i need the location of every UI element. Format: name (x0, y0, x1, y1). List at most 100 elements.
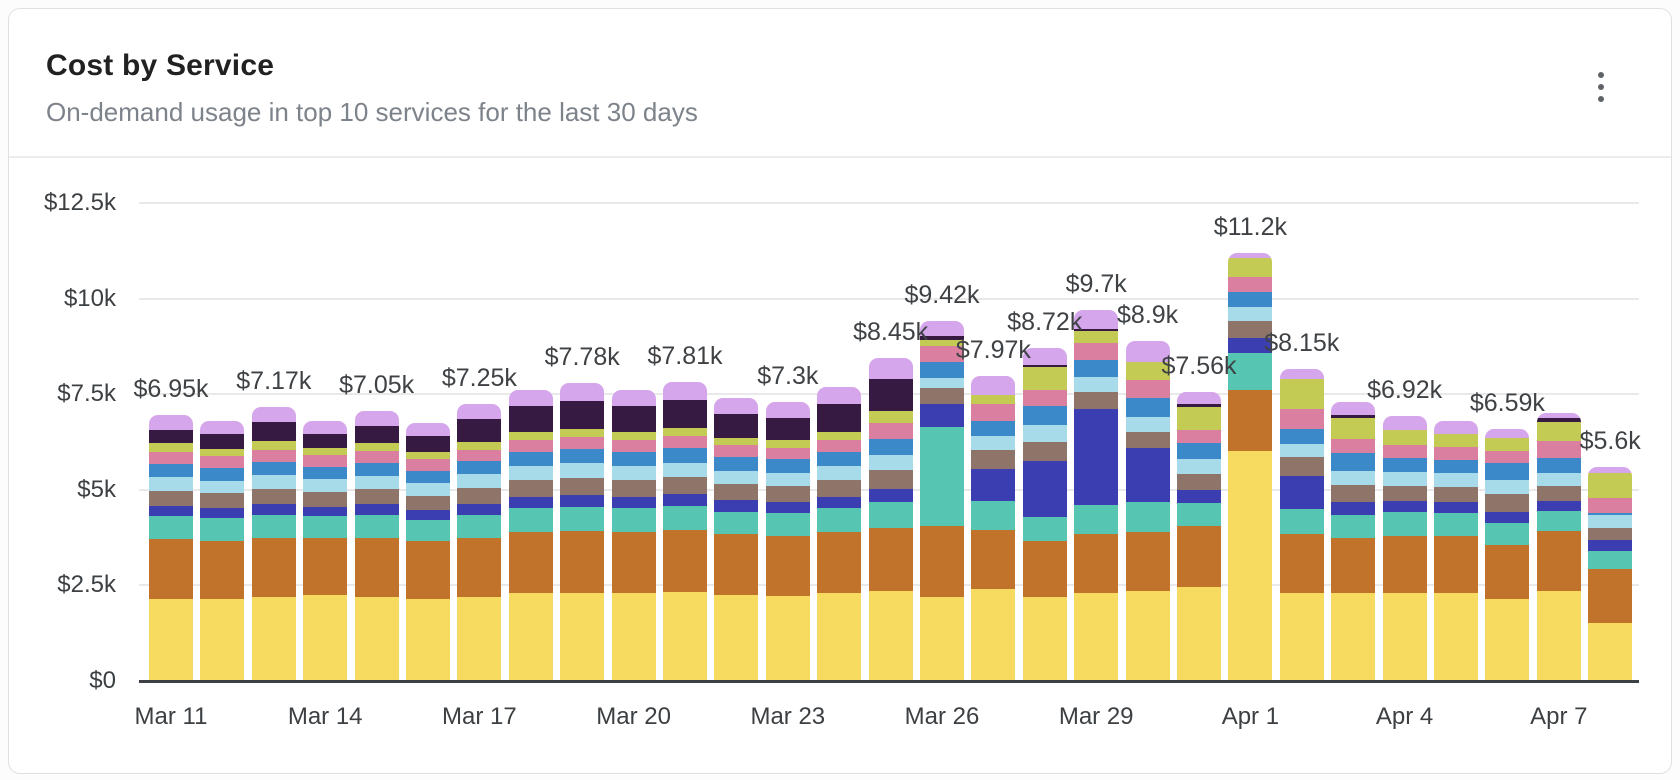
bar-segment-service-taupe (1228, 320, 1273, 338)
bar-segment-service-orange (1125, 531, 1170, 592)
bar-segment-service-dark-purple (303, 434, 348, 448)
bar-group[interactable] (765, 401, 810, 681)
bar-group[interactable] (611, 390, 656, 681)
bar-segment-service-orange (611, 531, 656, 593)
bar-segment-service-lavender (920, 320, 964, 336)
bar-segment-service-orange (714, 534, 759, 595)
bar-segment-service-teal (971, 501, 1016, 530)
bar-segment-service-orange (457, 537, 502, 597)
bar-segment-service-pink (1485, 451, 1530, 463)
bar-group[interactable] (1279, 369, 1324, 681)
bar-segment-service-taupe (714, 484, 759, 501)
bar-segment-service-indigo (1074, 409, 1119, 506)
bar-segment-service-light-blue (457, 474, 502, 488)
y-axis-tick-label: $10k (63, 284, 116, 312)
bar-segment-service-taupe (457, 487, 502, 504)
bar-group[interactable] (1588, 466, 1633, 681)
bar-segment-service-pink (1177, 429, 1221, 444)
bar-group[interactable] (663, 382, 707, 681)
bar-group[interactable] (303, 420, 348, 681)
bar-segment-service-teal (1588, 550, 1633, 569)
bar-group[interactable] (1485, 428, 1530, 681)
bar-segment-service-light-blue (1074, 376, 1119, 393)
bar-value-label: $7.25k (441, 363, 517, 392)
bar-group[interactable] (560, 383, 605, 681)
bar-segment-service-yellow (920, 596, 964, 681)
bar-segment-service-blue (714, 457, 759, 471)
bar-segment-service-teal (560, 506, 605, 532)
y-axis-tick-label: $0 (89, 667, 116, 694)
bar-segment-service-yellow (149, 598, 193, 681)
bar-group[interactable] (251, 406, 296, 681)
bar-segment-service-pink (1382, 445, 1427, 459)
bar-segment-service-blue (406, 470, 450, 484)
bar-segment-service-taupe (251, 488, 296, 504)
bar-group[interactable] (200, 420, 245, 681)
bar-segment-service-orange (817, 531, 862, 593)
more-options-button[interactable] (1577, 61, 1625, 113)
bar-value-label: $7.78k (544, 343, 620, 372)
bar-value-label: $6.59k (1469, 388, 1545, 417)
bar-group[interactable] (457, 403, 502, 681)
bar-segment-service-yellow (406, 598, 450, 681)
bar-segment-service-orange (200, 541, 245, 599)
bar-segment-service-lavender (457, 403, 502, 420)
bar-segment-service-taupe (1279, 457, 1324, 477)
bar-segment-service-orange (149, 539, 193, 599)
bar-value-label: $6.95k (133, 375, 209, 404)
bar-segment-service-blue (1382, 458, 1427, 473)
bar-group[interactable] (149, 415, 193, 681)
bar-segment-service-indigo (1485, 511, 1530, 523)
bar-group[interactable] (1022, 347, 1067, 681)
bar-group[interactable] (1177, 391, 1221, 681)
bar-group[interactable] (1228, 252, 1273, 681)
bar-group[interactable] (817, 386, 862, 681)
bar-segment-service-light-blue (714, 470, 759, 484)
bar-segment-service-taupe (1382, 485, 1427, 502)
bar-group[interactable] (971, 376, 1016, 681)
bar-segment-service-dark-purple (354, 425, 399, 444)
bar-segment-service-indigo (508, 496, 553, 509)
bar-segment-service-lavender (1434, 420, 1478, 435)
bar-segment-service-lavender (200, 420, 245, 435)
bar-group[interactable] (1434, 420, 1478, 681)
bar-segment-service-lavender (149, 415, 193, 430)
bar-value-label: $7.97k (955, 336, 1031, 365)
bar-segment-service-pink (457, 449, 502, 462)
bar-segment-service-light-blue (1434, 473, 1478, 487)
x-axis-tick-label: Apr 4 (1375, 703, 1434, 730)
bar-segment-service-blue (354, 462, 399, 476)
bar-segment-service-pink (1022, 390, 1067, 406)
bar-group[interactable] (1125, 340, 1170, 681)
bar-segment-service-pink (817, 440, 862, 453)
y-axis-tick-label: $5k (77, 475, 116, 503)
bar-group[interactable] (1331, 401, 1376, 681)
bar-segment-service-light-blue (303, 479, 348, 493)
bar-segment-service-lavender (560, 383, 605, 401)
bar-segment-service-teal (508, 508, 553, 532)
bar-segment-service-pink (1331, 438, 1376, 454)
bar-segment-service-lavender (611, 390, 656, 407)
bar-group[interactable] (406, 422, 450, 681)
bar-group[interactable] (868, 357, 913, 681)
bar-group[interactable] (354, 411, 399, 681)
bar-segment-service-light-blue (251, 475, 296, 489)
bar-segment-service-yellow (251, 596, 296, 681)
bar-group[interactable] (920, 320, 964, 681)
bar-segment-service-olive (1434, 434, 1478, 447)
x-axis-tick-label: Apr 1 (1221, 703, 1280, 730)
bar-segment-service-taupe (868, 470, 913, 489)
bar-segment-service-indigo (817, 496, 862, 509)
bar-group[interactable] (1536, 413, 1581, 681)
bar-segment-service-pink (1536, 440, 1581, 459)
bar-segment-service-light-blue (200, 480, 245, 494)
bar-segment-service-olive (920, 340, 964, 347)
bar-segment-service-taupe (149, 490, 193, 506)
bar-group[interactable] (1382, 416, 1427, 681)
bar-group[interactable] (714, 398, 759, 681)
bar-segment-service-yellow (611, 592, 656, 681)
bar-segment-service-teal (1074, 505, 1119, 534)
bar-segment-service-olive (1228, 257, 1273, 277)
bar-group[interactable] (508, 390, 553, 681)
bar-group[interactable] (1074, 310, 1119, 681)
